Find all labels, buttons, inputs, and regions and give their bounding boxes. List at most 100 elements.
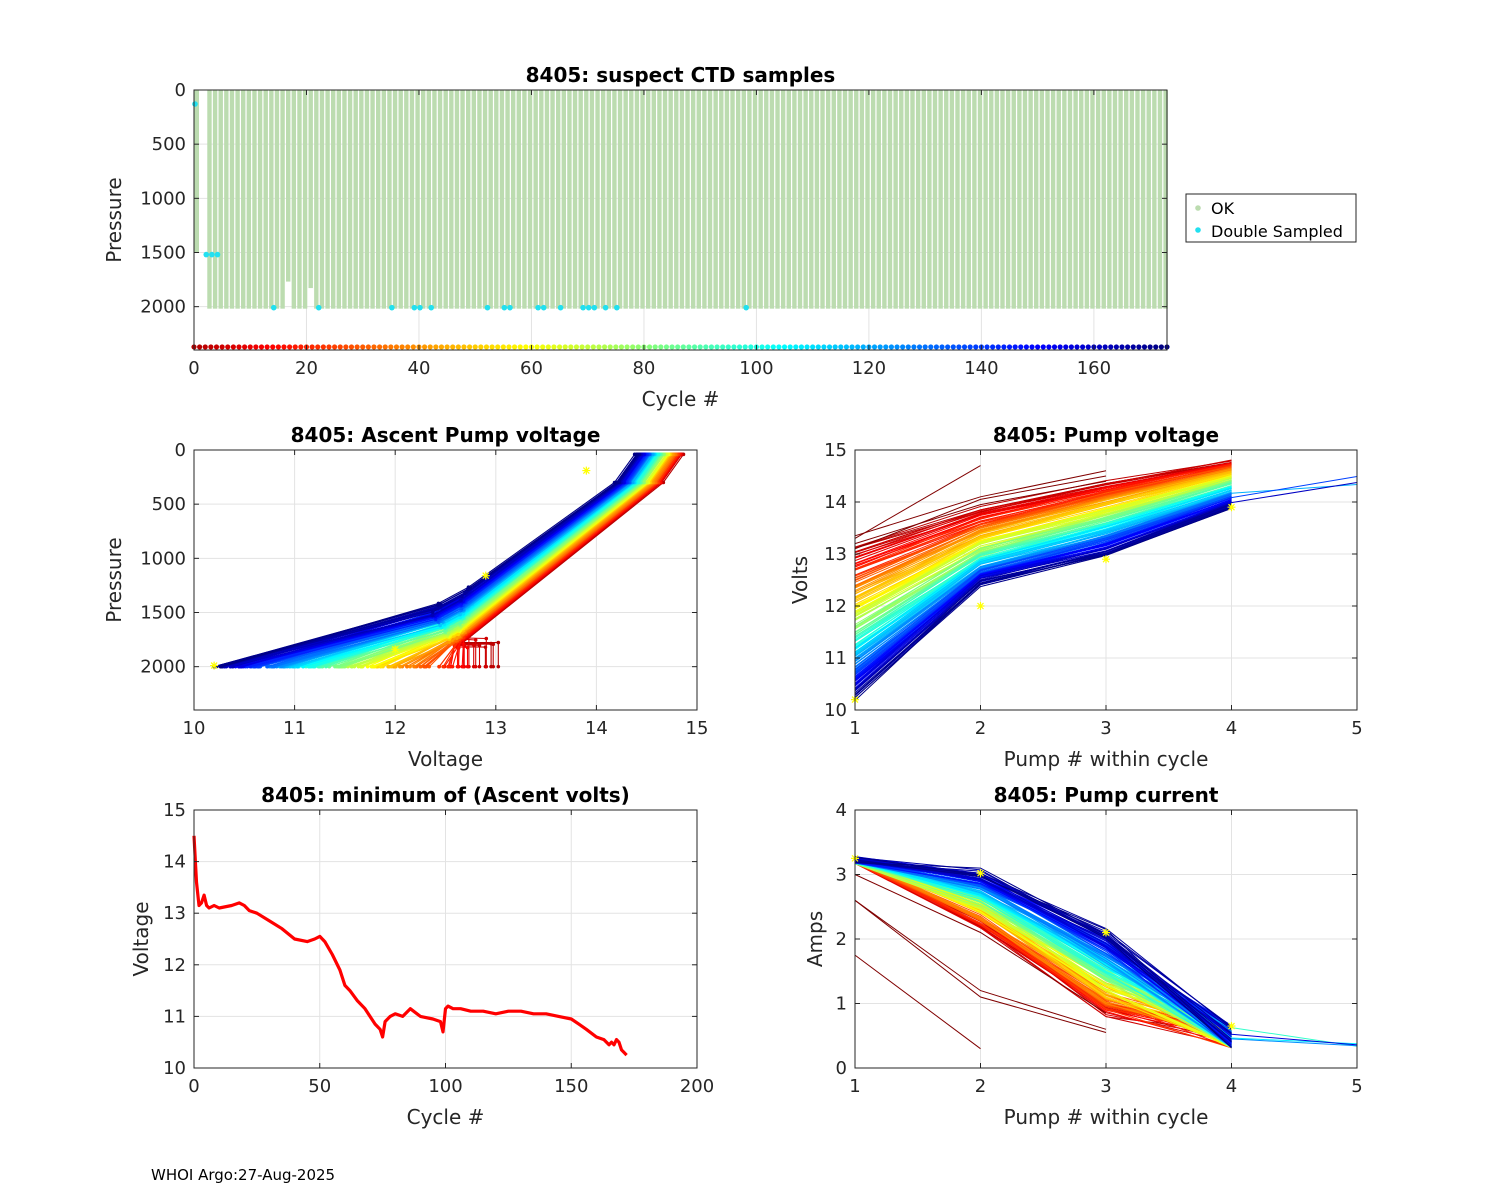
ascent-point <box>473 664 478 669</box>
ascent-point <box>418 664 422 669</box>
cycle-marker <box>680 344 686 350</box>
cycle-marker <box>236 344 242 350</box>
ok-sample <box>550 90 555 309</box>
ok-sample <box>1084 90 1090 309</box>
x-tick-label: 10 <box>183 718 206 739</box>
ascent-point <box>438 623 442 628</box>
star-marker <box>391 645 400 654</box>
y-tick-label: 0 <box>175 440 186 461</box>
ok-sample <box>353 90 358 309</box>
ok-sample <box>454 90 460 309</box>
cycle-marker <box>377 344 383 350</box>
y-tick-label: 15 <box>163 800 186 821</box>
pump-voltage-line <box>854 507 1232 701</box>
cycle-marker <box>905 344 911 350</box>
ascent-point <box>265 664 269 669</box>
ascent-point <box>456 664 460 669</box>
ascent-point <box>465 664 470 669</box>
ascent-point <box>408 664 412 669</box>
cycle-marker <box>523 344 529 350</box>
x-tick-label: 5 <box>1351 1076 1362 1097</box>
ok-sample <box>488 90 493 309</box>
cycle-marker <box>933 344 940 350</box>
y-tick-label: 15 <box>824 440 847 461</box>
ok-sample <box>758 90 763 309</box>
x-tick-label: 150 <box>554 1076 588 1097</box>
pump-voltage-line <box>854 503 1232 690</box>
ok-sample <box>893 90 898 309</box>
x-tick-label: 120 <box>852 358 886 379</box>
ok-sample <box>194 90 199 253</box>
ok-sample <box>1022 90 1028 309</box>
cycle-marker <box>871 344 878 350</box>
cycle-marker <box>1113 344 1119 350</box>
cycle-marker <box>1147 344 1153 350</box>
cycle-marker <box>472 344 478 350</box>
y-tick-label: 1500 <box>140 603 186 624</box>
pump-voltage-line <box>854 487 1232 649</box>
ok-sample <box>915 90 921 309</box>
ok-sample <box>719 90 724 309</box>
cycle-marker <box>922 344 928 350</box>
star-markers <box>210 466 591 670</box>
ok-sample <box>584 90 589 309</box>
y-axis-label: Volts <box>788 556 812 604</box>
cycle-marker <box>843 344 850 350</box>
ascent-point <box>324 664 328 669</box>
double-sample-point <box>484 304 491 311</box>
cycle-marker <box>483 344 490 350</box>
ok-sample <box>707 90 713 309</box>
cycle-marker <box>995 344 1001 350</box>
cycle-marker <box>1119 344 1125 350</box>
pump-voltage-line <box>854 465 981 539</box>
ok-sample <box>747 90 752 309</box>
ok-sample <box>735 90 741 309</box>
cycle-marker <box>928 344 934 350</box>
pump-current-lines <box>854 855 1358 1050</box>
ok-sample <box>297 90 302 309</box>
ok-sample <box>1034 90 1039 309</box>
ok-sample <box>364 90 370 309</box>
ok-sample <box>510 90 516 309</box>
ok-sample <box>533 90 538 309</box>
ok-sample <box>1050 90 1056 309</box>
double-sample-point <box>315 304 322 311</box>
ascent-point <box>412 664 416 669</box>
ok-sample <box>1017 90 1022 309</box>
legend-box <box>1185 193 1357 243</box>
ok-sample <box>696 90 701 309</box>
cycle-marker <box>545 344 551 350</box>
ascent-point <box>433 607 438 611</box>
ok-sample <box>820 90 825 309</box>
double-sample-point <box>214 251 221 258</box>
cycle-marker <box>618 344 625 350</box>
ascent-point <box>458 598 463 602</box>
x-tick-label: 12 <box>384 718 407 739</box>
cycle-marker <box>450 344 456 350</box>
ok-sample <box>668 90 673 309</box>
ok-sample <box>1005 90 1011 309</box>
ok-sample <box>859 90 865 309</box>
y-tick-label: 12 <box>824 596 847 617</box>
ok-sample <box>218 90 223 309</box>
ok-sample <box>432 90 437 309</box>
cycle-marker <box>421 344 428 350</box>
ok-sample <box>224 90 229 309</box>
footer-label: WHOI Argo:27-Aug-2025 <box>151 1166 336 1184</box>
ascent-point <box>442 629 447 633</box>
ok-sample <box>938 90 943 309</box>
y-tick-label: 500 <box>152 134 186 155</box>
ok-sample <box>1163 90 1168 309</box>
cycle-marker <box>410 344 416 350</box>
cycle-marker <box>444 344 450 350</box>
ascent-point <box>239 664 244 669</box>
ok-sample <box>494 90 499 309</box>
cycle-marker <box>1035 344 1041 350</box>
cycle-marker <box>731 344 737 350</box>
ok-sample <box>809 90 814 309</box>
cycle-marker <box>579 344 585 350</box>
double-sample-point <box>417 304 423 311</box>
cycle-marker <box>877 344 883 350</box>
ok-sample <box>269 90 274 309</box>
